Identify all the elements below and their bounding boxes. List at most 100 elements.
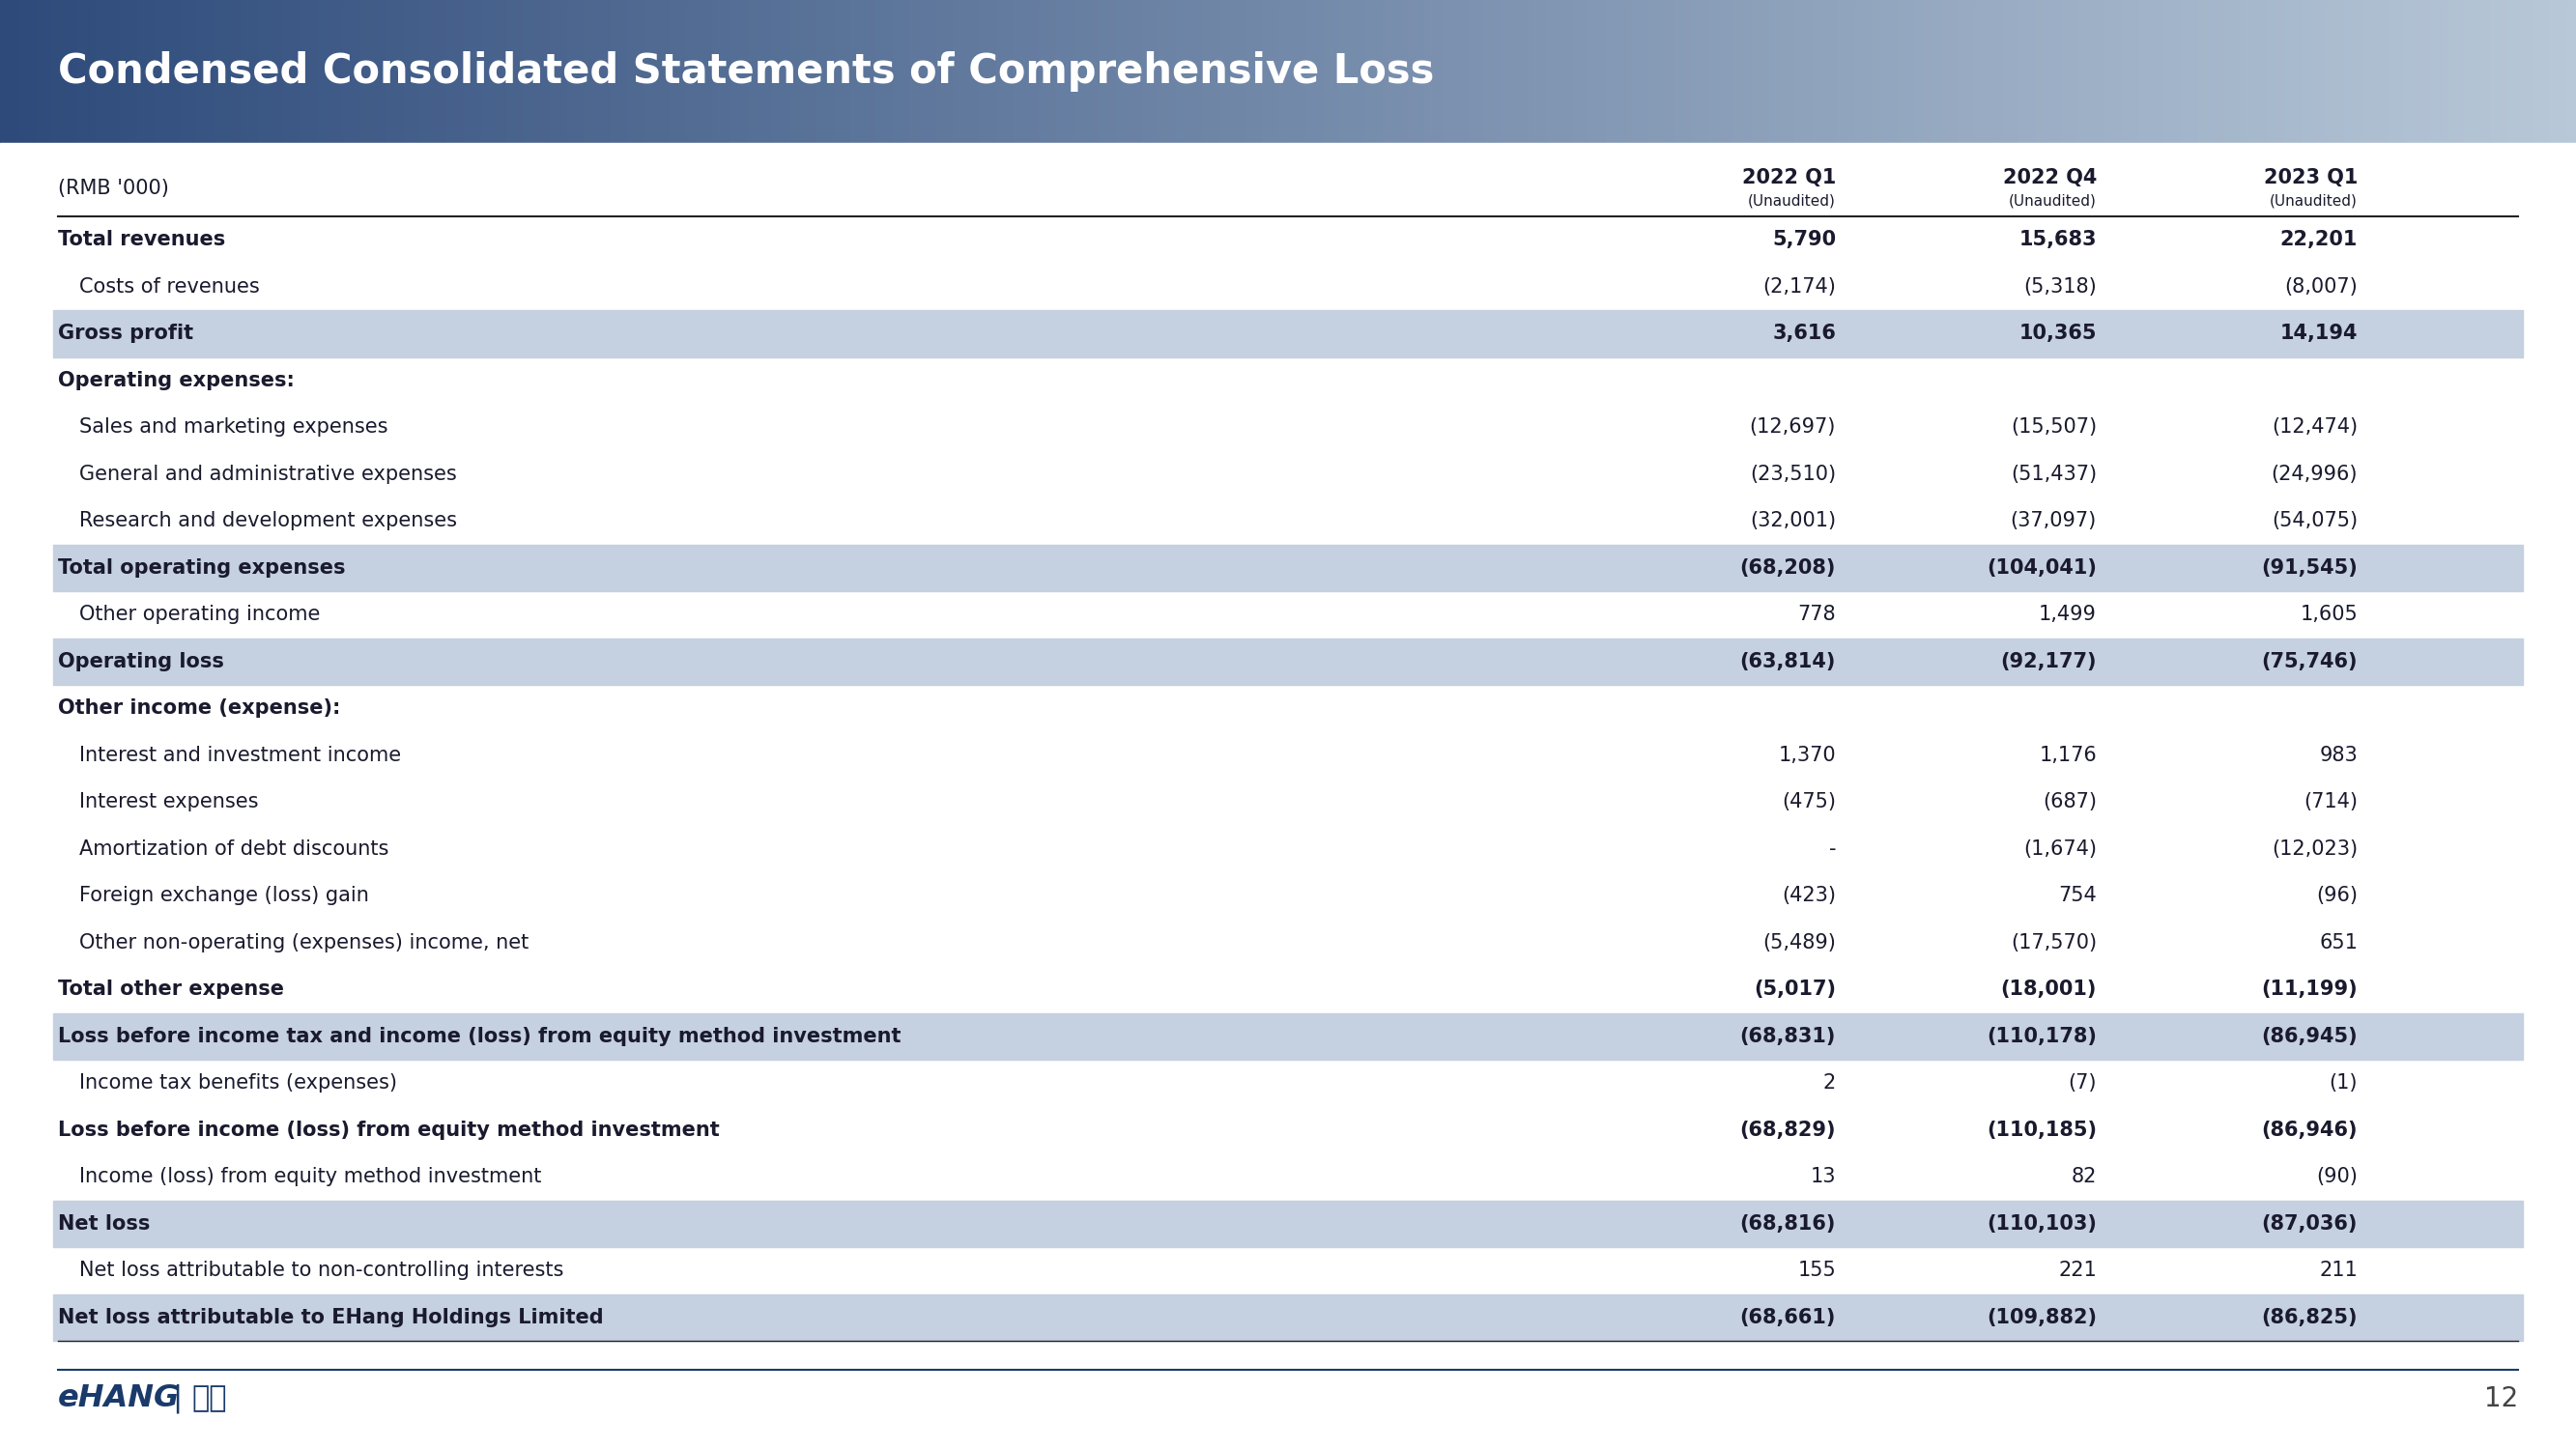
Bar xyxy=(2506,0,2517,143)
Bar xyxy=(404,0,412,143)
Text: Total revenues: Total revenues xyxy=(59,230,224,249)
Bar xyxy=(2267,0,2277,143)
Bar xyxy=(1314,0,1324,143)
Bar xyxy=(824,0,835,143)
Text: (23,510): (23,510) xyxy=(1749,464,1837,484)
Bar xyxy=(1005,0,1015,143)
Bar xyxy=(54,638,2522,685)
Text: (1): (1) xyxy=(2329,1074,2357,1093)
Bar xyxy=(1932,0,1942,143)
Bar xyxy=(2362,0,2370,143)
Text: (75,746): (75,746) xyxy=(2262,652,2357,671)
Bar xyxy=(1296,0,1306,143)
Bar xyxy=(1950,0,1958,143)
Bar xyxy=(2447,0,2458,143)
Text: (63,814): (63,814) xyxy=(1739,652,1837,671)
Bar xyxy=(2429,0,2439,143)
Bar xyxy=(644,0,654,143)
Bar xyxy=(1873,0,1880,143)
Text: (15,507): (15,507) xyxy=(2012,417,2097,438)
Bar xyxy=(137,0,147,143)
Bar xyxy=(1880,0,1891,143)
Bar xyxy=(2524,0,2535,143)
Text: Loss before income (loss) from equity method investment: Loss before income (loss) from equity me… xyxy=(59,1120,719,1139)
Bar xyxy=(1785,0,1795,143)
Bar xyxy=(541,0,551,143)
Bar xyxy=(1288,0,1298,143)
Text: eHANG: eHANG xyxy=(59,1384,180,1414)
Text: Interest and investment income: Interest and investment income xyxy=(80,745,402,765)
Bar xyxy=(1409,0,1417,143)
Bar xyxy=(111,0,121,143)
Bar xyxy=(1692,0,1700,143)
Text: Net loss attributable to non-controlling interests: Net loss attributable to non-controlling… xyxy=(80,1261,564,1281)
Bar xyxy=(1030,0,1041,143)
Bar xyxy=(739,0,747,143)
Bar xyxy=(894,0,902,143)
Bar xyxy=(335,0,345,143)
Bar xyxy=(1744,0,1752,143)
Text: (24,996): (24,996) xyxy=(2272,464,2357,484)
Text: Research and development expenses: Research and development expenses xyxy=(80,511,456,530)
Bar xyxy=(1623,0,1633,143)
Bar xyxy=(1965,0,1976,143)
Text: (37,097): (37,097) xyxy=(2009,511,2097,530)
Bar xyxy=(1546,0,1556,143)
Bar xyxy=(817,0,824,143)
Bar xyxy=(70,0,77,143)
Bar xyxy=(198,0,206,143)
Text: Net loss: Net loss xyxy=(59,1214,149,1233)
Bar xyxy=(755,0,765,143)
Bar xyxy=(2517,0,2524,143)
Bar xyxy=(420,0,430,143)
Text: 13: 13 xyxy=(1811,1168,1837,1187)
Bar xyxy=(600,0,611,143)
Bar xyxy=(1048,0,1056,143)
Bar xyxy=(2344,0,2354,143)
Bar xyxy=(2300,0,2311,143)
Bar xyxy=(353,0,361,143)
Text: 2: 2 xyxy=(1824,1074,1837,1093)
Bar xyxy=(18,0,26,143)
Text: 1,176: 1,176 xyxy=(2040,745,2097,765)
Bar xyxy=(1829,0,1839,143)
Text: Net loss attributable to EHang Holdings Limited: Net loss attributable to EHang Holdings … xyxy=(59,1307,603,1327)
Bar xyxy=(1821,0,1829,143)
Text: (110,103): (110,103) xyxy=(1986,1214,2097,1233)
Text: 10,365: 10,365 xyxy=(2020,325,2097,343)
Text: Loss before income tax and income (loss) from equity method investment: Loss before income tax and income (loss)… xyxy=(59,1026,902,1046)
Bar xyxy=(1358,0,1365,143)
Bar xyxy=(1218,0,1229,143)
Bar xyxy=(2017,0,2027,143)
Bar xyxy=(379,0,386,143)
Bar xyxy=(2388,0,2396,143)
Bar xyxy=(497,0,507,143)
Bar xyxy=(309,0,319,143)
Bar xyxy=(1837,0,1847,143)
Bar xyxy=(1082,0,1092,143)
Text: Income (loss) from equity method investment: Income (loss) from equity method investm… xyxy=(80,1168,541,1187)
Bar xyxy=(1347,0,1358,143)
Bar xyxy=(456,0,464,143)
Bar xyxy=(2130,0,2138,143)
Bar xyxy=(1726,0,1736,143)
Bar xyxy=(2275,0,2285,143)
Bar xyxy=(1571,0,1582,143)
Text: General and administrative expenses: General and administrative expenses xyxy=(80,464,456,484)
Bar xyxy=(77,0,88,143)
Bar xyxy=(283,0,294,143)
Bar xyxy=(1193,0,1203,143)
Bar xyxy=(953,0,963,143)
Text: (8,007): (8,007) xyxy=(2285,277,2357,297)
Bar xyxy=(1752,0,1762,143)
Bar xyxy=(2558,0,2568,143)
Bar xyxy=(1708,0,1718,143)
Bar xyxy=(1229,0,1236,143)
Text: 亿航: 亿航 xyxy=(191,1385,227,1413)
Bar xyxy=(559,0,567,143)
Bar xyxy=(1940,0,1950,143)
Text: (12,023): (12,023) xyxy=(2272,839,2357,858)
Bar xyxy=(626,0,636,143)
Bar xyxy=(1185,0,1195,143)
Bar xyxy=(464,0,474,143)
